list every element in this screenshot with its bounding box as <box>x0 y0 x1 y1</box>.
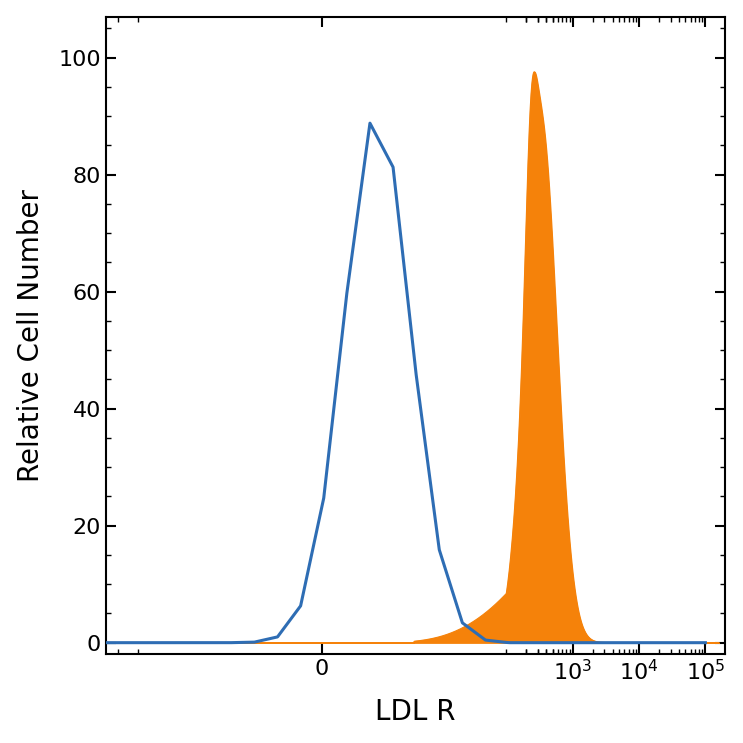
X-axis label: LDL R: LDL R <box>375 698 456 727</box>
Y-axis label: Relative Cell Number: Relative Cell Number <box>16 189 45 482</box>
